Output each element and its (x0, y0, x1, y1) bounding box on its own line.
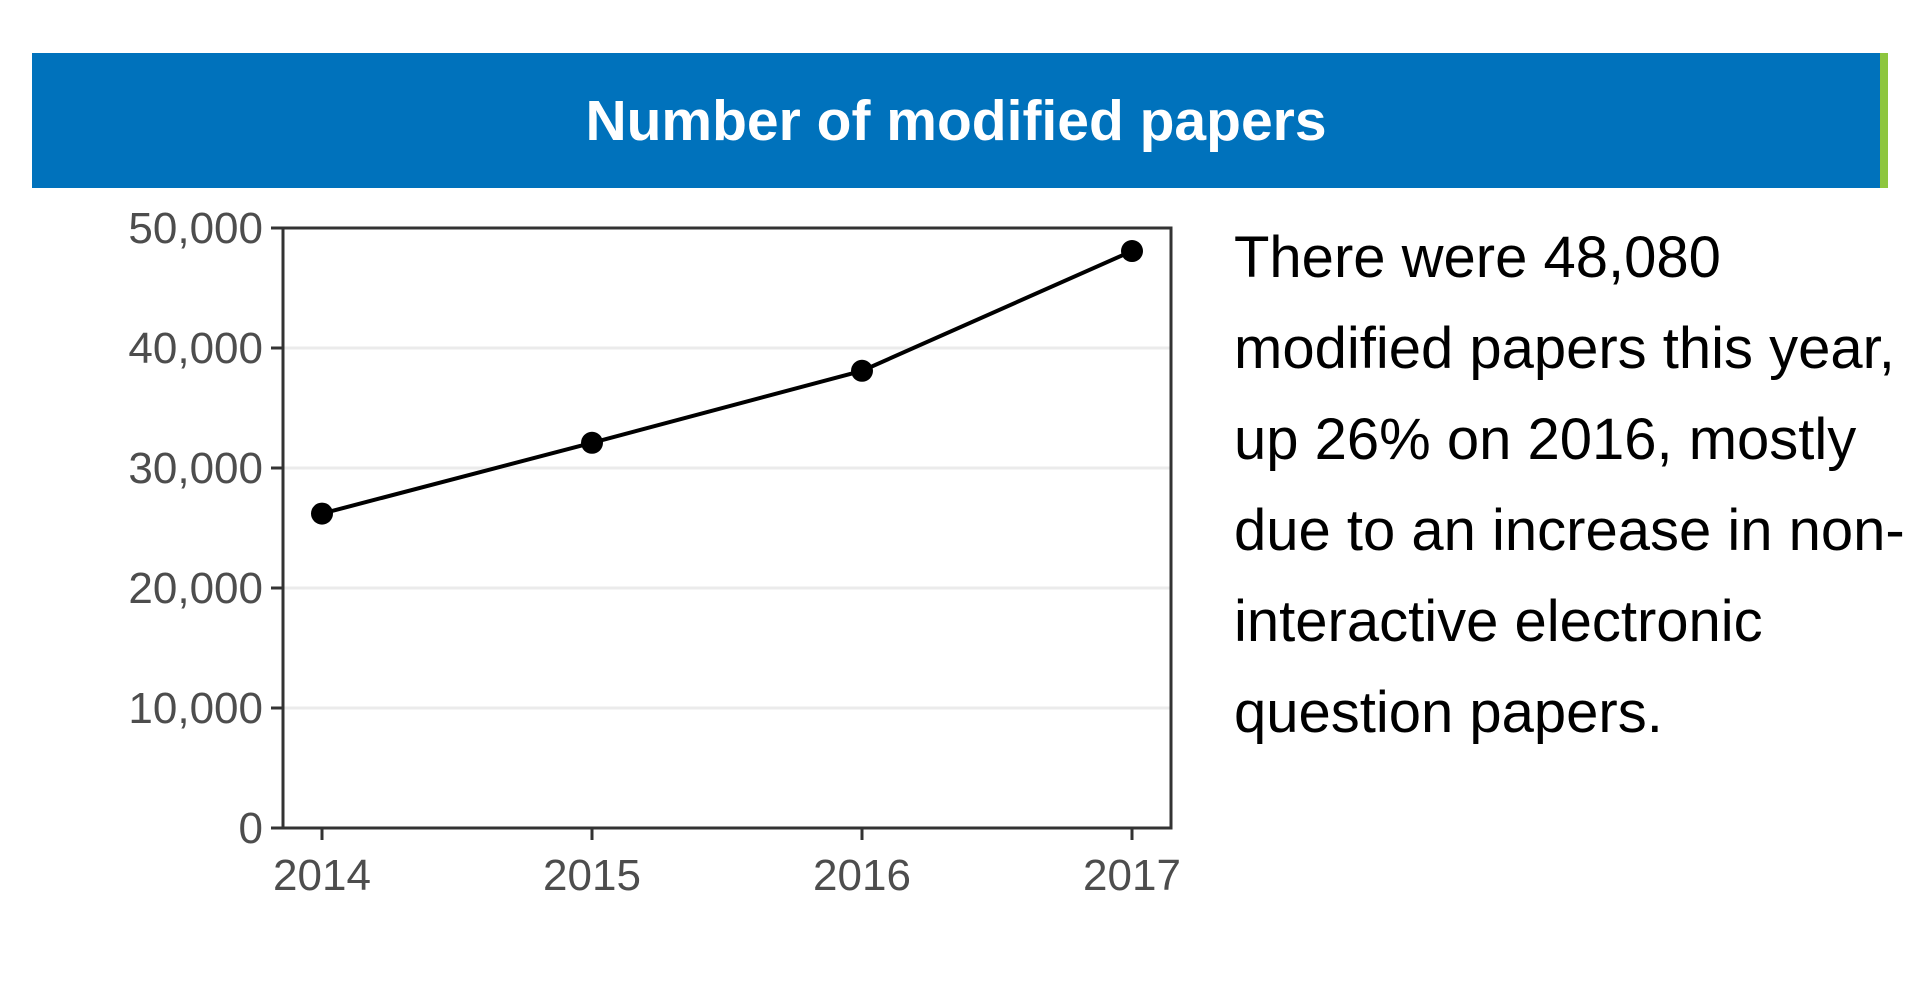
y-tick-label: 40,000 (128, 324, 263, 373)
data-point (1121, 240, 1143, 263)
title-banner: Number of modified papers (32, 53, 1888, 188)
y-tick-label: 0 (239, 804, 263, 853)
series-line (321, 249, 1133, 516)
plot-border (281, 226, 1173, 830)
y-tick-label: 20,000 (128, 564, 263, 613)
chart-title: Number of modified papers (585, 88, 1327, 153)
x-tick-label: 2014 (273, 851, 371, 900)
data-point (311, 502, 333, 525)
data-point (851, 359, 873, 382)
chart-description: There were 48,080 modified papers this y… (1234, 225, 1905, 745)
x-tick-label: 2016 (813, 851, 911, 900)
data-point (581, 431, 603, 454)
y-tick-label: 30,000 (128, 444, 263, 493)
y-tick-label: 50,000 (128, 204, 263, 253)
x-tick-label: 2015 (543, 851, 641, 900)
line-chart: 0 10,000 20,000 30,000 40,000 50,000 2014 2015 2… (128, 204, 1181, 900)
x-tick-label: 2017 (1083, 851, 1181, 900)
y-tick-label: 10,000 (128, 684, 263, 733)
